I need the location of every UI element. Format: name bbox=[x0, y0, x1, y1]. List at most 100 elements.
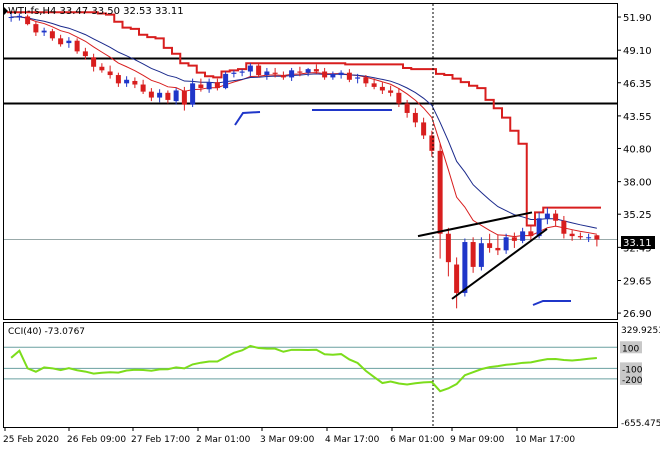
cci-line bbox=[10, 344, 597, 393]
candle[interactable] bbox=[82, 47, 88, 60]
candle[interactable] bbox=[206, 78, 212, 93]
candle-body bbox=[586, 237, 592, 239]
candle[interactable] bbox=[313, 64, 319, 74]
candle[interactable] bbox=[528, 225, 534, 241]
candle[interactable] bbox=[239, 69, 245, 77]
candle[interactable] bbox=[404, 99, 410, 118]
candle[interactable] bbox=[379, 82, 385, 94]
candle[interactable] bbox=[74, 38, 80, 54]
candle-body bbox=[140, 84, 146, 92]
candle[interactable] bbox=[157, 89, 163, 103]
candle[interactable] bbox=[289, 67, 295, 81]
candle[interactable] bbox=[198, 78, 204, 92]
candle[interactable] bbox=[58, 34, 64, 47]
time-tick-label: 4 Mar 17:00 bbox=[325, 435, 380, 445]
drawn-objects[interactable] bbox=[234, 4, 571, 427]
price-tick-label: 40.80 bbox=[623, 144, 652, 155]
candles[interactable] bbox=[8, 12, 600, 309]
candle[interactable] bbox=[33, 21, 39, 36]
candle[interactable] bbox=[544, 207, 550, 225]
candle[interactable] bbox=[454, 257, 460, 309]
candle[interactable] bbox=[231, 70, 237, 78]
candle[interactable] bbox=[470, 237, 476, 273]
horizontal-levels[interactable] bbox=[4, 57, 617, 241]
candle[interactable] bbox=[190, 78, 196, 108]
candle[interactable] bbox=[586, 233, 592, 243]
candle[interactable] bbox=[148, 88, 154, 102]
candle[interactable] bbox=[388, 85, 394, 97]
candle[interactable] bbox=[115, 72, 121, 87]
candle[interactable] bbox=[322, 67, 328, 80]
candle[interactable] bbox=[421, 117, 427, 139]
candle[interactable] bbox=[594, 234, 600, 247]
candle-body bbox=[454, 264, 460, 293]
time-tick-label: 27 Feb 17:00 bbox=[131, 435, 190, 445]
lower-trend-line[interactable] bbox=[451, 228, 548, 300]
candle[interactable] bbox=[338, 70, 344, 79]
candle[interactable] bbox=[363, 75, 369, 87]
candle[interactable] bbox=[437, 143, 443, 259]
candle[interactable] bbox=[247, 63, 253, 77]
candle[interactable] bbox=[561, 215, 567, 239]
candle[interactable] bbox=[181, 86, 187, 111]
candle[interactable] bbox=[412, 108, 418, 128]
candle[interactable] bbox=[297, 66, 303, 77]
candle[interactable] bbox=[124, 76, 130, 87]
candle[interactable] bbox=[140, 79, 146, 94]
candle[interactable] bbox=[41, 27, 47, 36]
candle[interactable] bbox=[346, 69, 352, 83]
candle-body bbox=[322, 71, 328, 78]
candle-body bbox=[544, 213, 550, 219]
candle-body bbox=[132, 80, 138, 85]
candle-body bbox=[313, 69, 319, 72]
candle[interactable] bbox=[256, 63, 262, 78]
price-tick-label: 51.90 bbox=[623, 13, 652, 24]
chart-symbol-info: WTI-fs,H4 33.47 33.50 32.53 33.11 bbox=[8, 6, 184, 17]
candle-body bbox=[223, 73, 229, 89]
candle[interactable] bbox=[520, 227, 526, 244]
candle[interactable] bbox=[49, 28, 55, 41]
time-tick-label: 9 Mar 09:00 bbox=[450, 435, 505, 445]
candle[interactable] bbox=[66, 37, 72, 48]
candle-body bbox=[272, 72, 278, 74]
candle-body bbox=[445, 233, 451, 263]
cci-levels: 100 -100-200 bbox=[4, 341, 643, 386]
candle[interactable] bbox=[264, 67, 270, 80]
candle[interactable] bbox=[445, 227, 451, 277]
candle[interactable] bbox=[503, 233, 509, 254]
candle[interactable] bbox=[8, 12, 14, 22]
upper-trend-line[interactable] bbox=[417, 211, 533, 238]
candle[interactable] bbox=[305, 67, 311, 77]
candle[interactable] bbox=[462, 238, 468, 297]
candle[interactable] bbox=[355, 73, 361, 84]
candle[interactable] bbox=[487, 233, 493, 253]
candle-body bbox=[66, 40, 72, 44]
candle[interactable] bbox=[280, 71, 286, 80]
candle[interactable] bbox=[214, 78, 220, 91]
candle[interactable] bbox=[569, 230, 575, 241]
cci-top-label: 329.9253 bbox=[621, 326, 660, 336]
candle[interactable] bbox=[223, 71, 229, 90]
candle[interactable] bbox=[511, 232, 517, 248]
candle[interactable] bbox=[107, 65, 113, 79]
candle-body bbox=[404, 103, 410, 113]
candle[interactable] bbox=[272, 67, 278, 78]
candle[interactable] bbox=[495, 234, 501, 256]
candle[interactable] bbox=[553, 210, 559, 227]
candle[interactable] bbox=[165, 90, 171, 104]
candle[interactable] bbox=[173, 88, 179, 105]
candle[interactable] bbox=[478, 237, 484, 271]
candle[interactable] bbox=[132, 77, 138, 89]
candle-body bbox=[297, 71, 303, 73]
candle[interactable] bbox=[25, 14, 31, 26]
candle-body bbox=[148, 91, 154, 98]
candle[interactable] bbox=[330, 71, 336, 80]
candle[interactable] bbox=[396, 88, 402, 108]
candle[interactable] bbox=[16, 13, 22, 21]
candle[interactable] bbox=[99, 63, 105, 73]
candle[interactable] bbox=[91, 53, 97, 72]
candle[interactable] bbox=[429, 130, 435, 157]
candle[interactable] bbox=[371, 78, 377, 90]
candle[interactable] bbox=[577, 232, 583, 240]
